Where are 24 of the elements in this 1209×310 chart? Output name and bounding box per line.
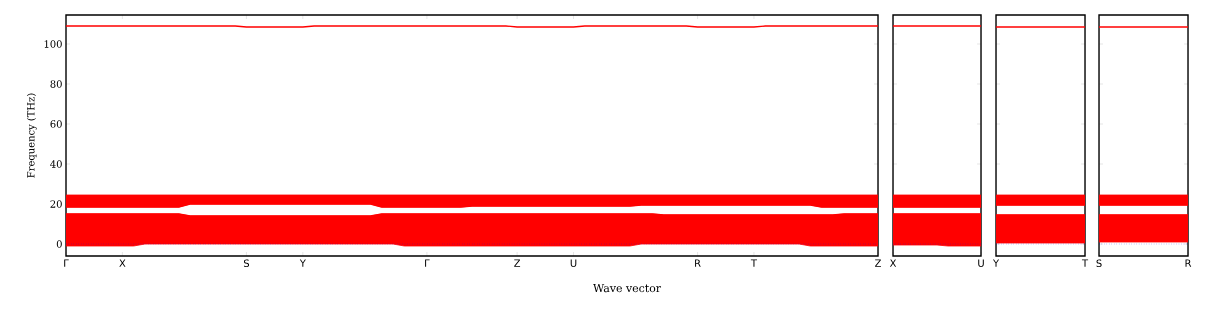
x-tick-label: U <box>978 259 984 267</box>
x-tick-label: T <box>750 259 758 267</box>
x-tick-label: Γ <box>425 259 430 267</box>
x-tick-label: S <box>243 259 250 268</box>
x-tick-label: U <box>570 259 577 267</box>
y-tick-label: 0 <box>56 240 62 248</box>
y-tick-label: 80 <box>50 80 62 88</box>
y-tick-label: 100 <box>44 40 62 48</box>
y-axis-title: Frequency (THz) <box>26 93 37 178</box>
y-tick-label: 60 <box>50 120 62 128</box>
x-tick-label: Y <box>992 259 1000 267</box>
x-axis-title: Wave vector <box>593 284 662 293</box>
x-tick-label: Γ <box>64 259 69 267</box>
x-tick-label: S <box>1096 259 1102 268</box>
x-tick-label: X <box>889 259 897 267</box>
x-tick-label: Z <box>875 259 881 267</box>
x-tick-label: R <box>695 259 701 267</box>
x-tick-label: Z <box>514 259 521 267</box>
x-tick-label: Y <box>299 259 306 267</box>
x-tick-label: R <box>1185 259 1192 267</box>
x-tick-label: T <box>1081 259 1089 267</box>
x-tick-label: X <box>119 259 126 267</box>
y-tick-label: 20 <box>50 200 62 208</box>
y-tick-label: 40 <box>50 160 62 168</box>
